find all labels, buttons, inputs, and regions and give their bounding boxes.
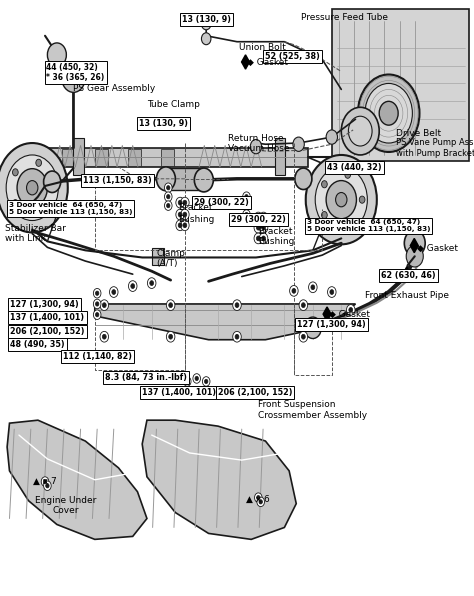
Polygon shape [323, 307, 331, 321]
Text: Front Suspension
Crossmember Assembly: Front Suspension Crossmember Assembly [258, 401, 367, 420]
Circle shape [6, 155, 58, 221]
Circle shape [254, 233, 263, 244]
Circle shape [321, 181, 327, 188]
Circle shape [346, 305, 355, 315]
Circle shape [166, 194, 170, 199]
Circle shape [293, 137, 304, 151]
Circle shape [183, 200, 187, 205]
Circle shape [112, 290, 116, 294]
Circle shape [262, 236, 265, 241]
Circle shape [259, 222, 268, 233]
Polygon shape [403, 267, 410, 281]
Text: 3 Door vehicle  64 (650, 47)
5 Door vehicle 113 (1,150, 83): 3 Door vehicle 64 (650, 47) 5 Door vehic… [9, 202, 132, 215]
Circle shape [201, 33, 211, 45]
Bar [275, 138, 285, 175]
Circle shape [235, 303, 239, 308]
Circle shape [176, 197, 184, 208]
Circle shape [181, 197, 189, 208]
Circle shape [309, 282, 317, 293]
Circle shape [359, 196, 365, 203]
Circle shape [262, 215, 265, 220]
Text: Clamp
(A/T): Clamp (A/T) [156, 249, 185, 268]
Text: ▲ x 6: ▲ x 6 [246, 495, 270, 504]
Circle shape [178, 200, 182, 205]
Text: 137 (1,400, 101): 137 (1,400, 101) [142, 387, 216, 397]
Circle shape [164, 192, 172, 201]
Circle shape [147, 278, 156, 288]
Bar [95, 149, 108, 166]
Text: 113 (1,150, 83): 113 (1,150, 83) [83, 176, 152, 185]
Circle shape [259, 499, 263, 504]
Circle shape [193, 374, 201, 383]
Circle shape [254, 212, 263, 223]
Text: 29 (300, 22): 29 (300, 22) [231, 215, 286, 224]
Text: 127 (1,300, 94): 127 (1,300, 94) [10, 300, 79, 309]
Text: 137 (1,400, 101): 137 (1,400, 101) [10, 312, 84, 322]
Circle shape [255, 493, 262, 502]
Circle shape [95, 302, 99, 306]
Circle shape [181, 209, 189, 220]
Bar [152, 248, 164, 265]
Circle shape [176, 209, 184, 220]
Bar [128, 149, 141, 166]
Bar [62, 149, 75, 166]
Circle shape [47, 43, 66, 67]
Circle shape [204, 379, 208, 384]
Circle shape [262, 225, 265, 230]
Circle shape [345, 221, 351, 228]
Circle shape [46, 483, 49, 488]
Circle shape [292, 288, 296, 293]
Text: Return Hose: Return Hose [228, 134, 283, 143]
Text: Bracket: Bracket [258, 226, 293, 236]
Circle shape [330, 290, 334, 294]
Circle shape [166, 300, 175, 311]
Circle shape [183, 212, 187, 217]
Circle shape [17, 169, 47, 207]
Circle shape [290, 285, 298, 296]
Circle shape [36, 209, 42, 216]
Circle shape [166, 331, 175, 342]
Circle shape [12, 169, 18, 176]
Text: Pressure Feed Tube: Pressure Feed Tube [301, 13, 388, 23]
Bar [351, 194, 370, 215]
Text: 206 (2,100, 152): 206 (2,100, 152) [218, 387, 292, 397]
Circle shape [259, 212, 268, 223]
Text: ◆ Gasket: ◆ Gasket [417, 243, 458, 253]
Bar [166, 168, 204, 190]
Circle shape [326, 181, 356, 219]
Bar [332, 9, 469, 161]
Circle shape [245, 212, 248, 217]
Circle shape [295, 168, 312, 190]
Circle shape [156, 167, 175, 191]
Circle shape [50, 184, 56, 191]
Text: Front Exhaust Pipe: Front Exhaust Pipe [365, 291, 449, 300]
Circle shape [328, 287, 336, 297]
Circle shape [404, 230, 425, 256]
Circle shape [233, 300, 241, 311]
Bar [161, 149, 174, 166]
Circle shape [178, 212, 182, 217]
Circle shape [349, 308, 353, 312]
Text: Tube Clamp: Tube Clamp [147, 100, 200, 109]
Text: Bushing: Bushing [258, 237, 295, 247]
Text: 48 (490, 35): 48 (490, 35) [10, 340, 65, 349]
Circle shape [245, 203, 248, 208]
Text: 206 (2,100, 152): 206 (2,100, 152) [10, 327, 85, 336]
Circle shape [12, 200, 18, 207]
Text: Stabilizer Bar
with Link: Stabilizer Bar with Link [5, 224, 65, 243]
Text: ▲ x 7: ▲ x 7 [33, 476, 57, 486]
Circle shape [311, 285, 315, 290]
Circle shape [183, 377, 191, 386]
Circle shape [183, 223, 187, 228]
Text: 3 Door vehicle  64 (650, 47)
5 Door vehicle 113 (1,150, 83): 3 Door vehicle 64 (650, 47) 5 Door vehic… [307, 219, 431, 232]
Circle shape [256, 215, 260, 220]
Bar [43, 148, 308, 167]
Text: 13 (130, 9): 13 (130, 9) [139, 119, 188, 129]
Circle shape [36, 159, 42, 166]
Circle shape [62, 63, 85, 92]
Circle shape [0, 143, 68, 232]
Circle shape [345, 171, 351, 178]
Text: ◆ Gasket: ◆ Gasket [247, 58, 288, 67]
Circle shape [93, 299, 101, 309]
Polygon shape [142, 420, 296, 539]
